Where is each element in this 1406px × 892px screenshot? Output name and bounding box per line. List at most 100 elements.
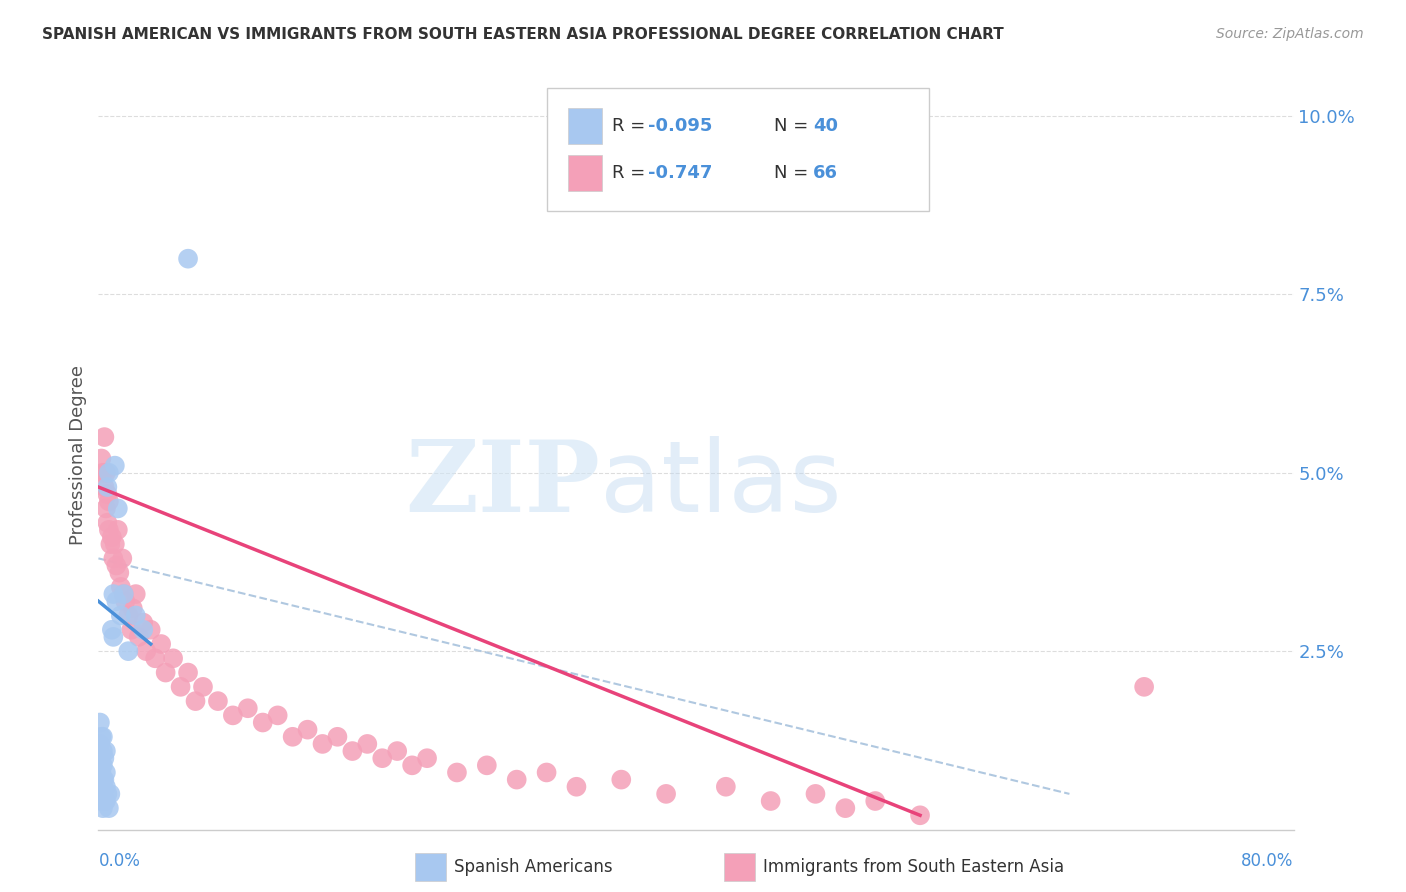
- Text: SPANISH AMERICAN VS IMMIGRANTS FROM SOUTH EASTERN ASIA PROFESSIONAL DEGREE CORRE: SPANISH AMERICAN VS IMMIGRANTS FROM SOUT…: [42, 27, 1004, 42]
- Point: [90, 765, 112, 780]
- Point: [101, 530, 124, 544]
- Point: [91, 744, 114, 758]
- Point: [94, 765, 117, 780]
- Point: [297, 723, 319, 737]
- Point: [139, 623, 162, 637]
- Point: [96, 516, 118, 530]
- Point: [385, 744, 409, 758]
- Point: [125, 608, 148, 623]
- Text: -0.747: -0.747: [648, 164, 713, 182]
- Point: [112, 587, 135, 601]
- Point: [103, 630, 125, 644]
- Point: [94, 466, 117, 480]
- Point: [94, 501, 117, 516]
- Point: [117, 608, 139, 623]
- Point: [96, 480, 118, 494]
- Point: [97, 494, 120, 508]
- Point: [104, 537, 127, 551]
- Text: -0.095: -0.095: [648, 117, 713, 135]
- FancyBboxPatch shape: [568, 108, 602, 144]
- Point: [103, 551, 125, 566]
- Point: [416, 751, 439, 765]
- Point: [98, 537, 122, 551]
- Point: [91, 730, 114, 744]
- Text: Source: ZipAtlas.com: Source: ZipAtlas.com: [1216, 27, 1364, 41]
- Point: [222, 708, 245, 723]
- Point: [135, 644, 157, 658]
- Text: N =: N =: [773, 164, 814, 182]
- Point: [506, 772, 529, 787]
- Point: [91, 787, 114, 801]
- Point: [759, 794, 782, 808]
- Point: [91, 801, 114, 815]
- Point: [107, 523, 129, 537]
- Point: [90, 780, 112, 794]
- Point: [93, 430, 115, 444]
- Point: [97, 523, 120, 537]
- Point: [184, 694, 207, 708]
- Point: [177, 252, 200, 266]
- Point: [101, 623, 124, 637]
- Point: [105, 594, 128, 608]
- Point: [96, 487, 118, 501]
- FancyBboxPatch shape: [547, 87, 929, 211]
- Y-axis label: Professional Degree: Professional Degree: [69, 365, 87, 545]
- Point: [117, 644, 139, 658]
- Point: [342, 744, 364, 758]
- Point: [111, 551, 134, 566]
- Point: [90, 794, 112, 808]
- Point: [311, 737, 333, 751]
- Point: [125, 587, 148, 601]
- Point: [89, 758, 111, 772]
- Point: [865, 794, 887, 808]
- Point: [132, 615, 155, 630]
- Point: [98, 787, 122, 801]
- Point: [281, 730, 304, 744]
- Point: [94, 794, 117, 808]
- Point: [89, 787, 111, 801]
- Point: [90, 730, 112, 744]
- Point: [446, 765, 468, 780]
- Text: R =: R =: [613, 164, 651, 182]
- Point: [105, 558, 128, 573]
- Point: [89, 715, 111, 730]
- Point: [110, 608, 132, 623]
- Point: [1133, 680, 1156, 694]
- Point: [90, 751, 112, 765]
- Point: [475, 758, 498, 772]
- Point: [236, 701, 259, 715]
- Point: [93, 480, 115, 494]
- Text: atlas: atlas: [600, 436, 842, 533]
- Point: [162, 651, 184, 665]
- Point: [94, 780, 117, 794]
- Point: [371, 751, 394, 765]
- Point: [326, 730, 349, 744]
- Point: [103, 587, 125, 601]
- Point: [96, 787, 118, 801]
- Point: [132, 623, 155, 637]
- Point: [610, 772, 633, 787]
- Point: [114, 594, 136, 608]
- Text: ZIP: ZIP: [405, 436, 600, 533]
- Point: [94, 744, 117, 758]
- Point: [169, 680, 191, 694]
- Point: [91, 772, 114, 787]
- Point: [714, 780, 737, 794]
- Point: [834, 801, 856, 815]
- Point: [97, 801, 120, 815]
- Point: [177, 665, 200, 680]
- Point: [110, 580, 132, 594]
- Point: [536, 765, 558, 780]
- Point: [93, 794, 115, 808]
- Point: [267, 708, 290, 723]
- Point: [112, 587, 135, 601]
- Point: [401, 758, 423, 772]
- Point: [143, 651, 166, 665]
- Point: [155, 665, 177, 680]
- Point: [207, 694, 229, 708]
- Text: Spanish Americans: Spanish Americans: [454, 858, 613, 876]
- Point: [655, 787, 678, 801]
- Text: N =: N =: [773, 117, 814, 135]
- Point: [120, 623, 142, 637]
- Point: [191, 680, 214, 694]
